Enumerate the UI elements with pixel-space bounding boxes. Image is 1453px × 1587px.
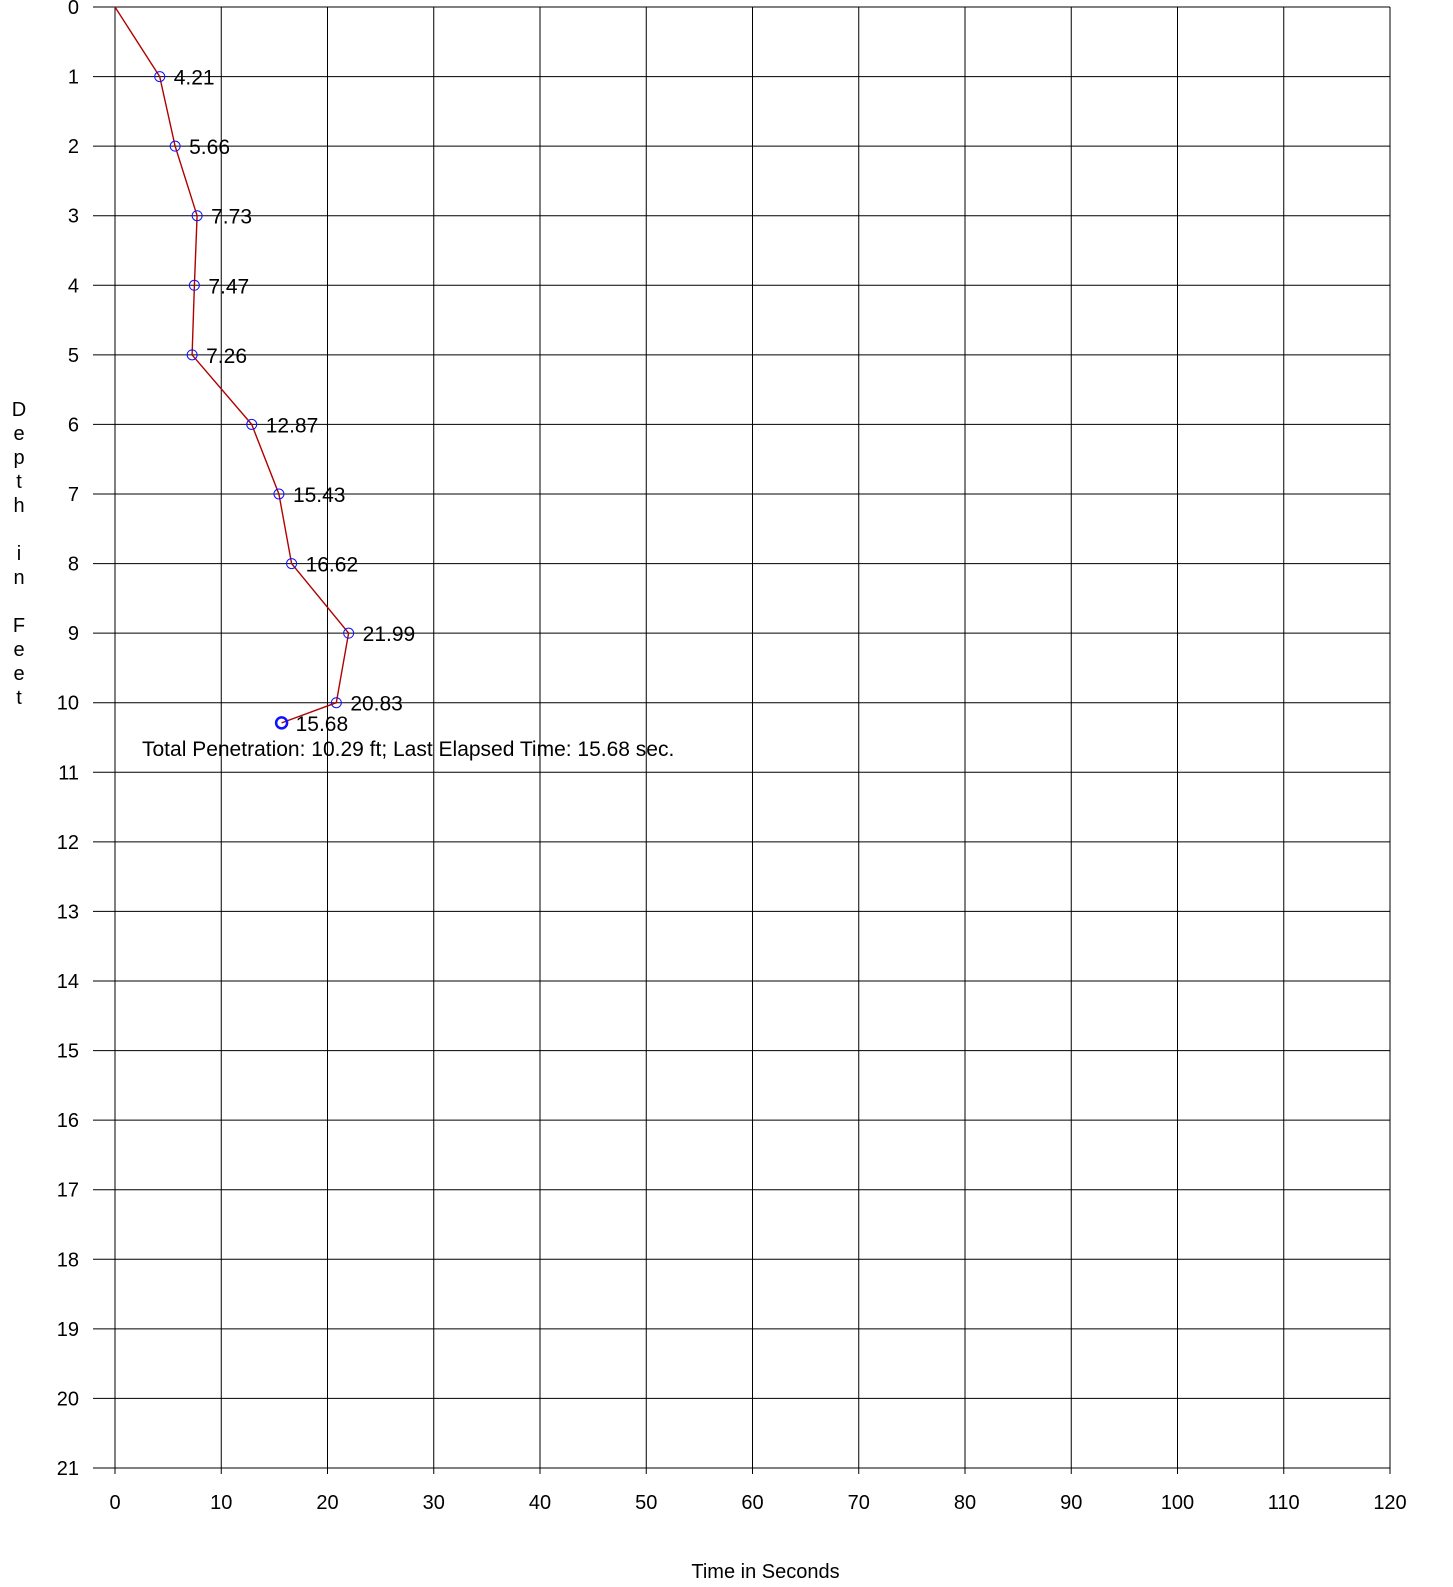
y-tick-label: 1 [68,67,79,89]
x-tick-label: 80 [954,1492,976,1514]
data-point-label: 21.99 [363,623,416,646]
data-point-marker [191,210,203,222]
data-point-marker [286,558,298,570]
summary-annotation: Total Penetration: 10.29 ft; Last Elapse… [142,738,674,761]
data-point-label: 16.62 [306,554,359,577]
y-axis-label-letter: i [17,543,21,565]
x-tick-label: 110 [1268,1492,1300,1514]
x-tick-label: 30 [423,1492,445,1514]
y-tick-label: 15 [57,1041,79,1063]
y-tick-label: 21 [57,1458,79,1480]
y-axis-label-letter: e [13,423,24,445]
data-point-marker [273,488,285,500]
y-tick-label: 10 [57,693,79,715]
x-tick-label: 70 [848,1492,870,1514]
data-point-marker [343,627,355,639]
data-point-label: 4.21 [174,67,215,90]
data-point-label: 15.68 [296,713,349,736]
data-point-marker [154,71,166,83]
grid-lines [93,6,1391,1474]
data-point-marker [169,140,181,152]
depth-series-line [114,6,350,724]
data-point-label: 15.43 [293,484,346,507]
data-point-marker [186,349,198,361]
y-tick-label: 4 [68,275,79,297]
y-axis-label-letter: e [13,663,24,685]
y-tick-label: 11 [58,762,79,784]
data-point-label: 5.66 [189,136,230,159]
y-axis-label-letter: t [16,687,22,709]
x-tick-label: 20 [316,1492,338,1514]
y-tick-label: 20 [57,1388,79,1410]
x-tick-label: 60 [741,1492,763,1514]
data-point-label: 7.73 [211,206,252,229]
data-point-marker [274,716,289,730]
data-point-marker [246,418,258,430]
y-tick-label: 18 [57,1249,79,1271]
y-tick-label: 0 [68,0,79,19]
x-tick-label: 50 [635,1492,657,1514]
y-tick-label: 13 [57,901,79,923]
y-tick-label: 8 [68,554,79,576]
y-tick-label: 9 [68,623,79,645]
data-point-label: 7.47 [208,275,249,298]
y-axis-label-letter: D [12,399,26,421]
y-tick-label: 16 [57,1110,79,1132]
y-tick-label: 2 [68,136,79,158]
y-axis-label-letter: t [16,471,22,493]
x-tick-label: 120 [1373,1492,1406,1514]
data-point-marker [330,697,342,709]
y-tick-label: 17 [57,1180,79,1202]
x-axis-tick-labels: 0 10 20 30 40 50 60 70 80 90 100 110 120 [109,1492,1406,1514]
y-axis-label-letter: F [13,615,25,637]
y-tick-label: 3 [68,206,79,228]
data-point-labels: 4.21 5.66 7.73 7.47 7.26 12.87 15.43 16.62 21.99… [174,67,415,736]
y-axis-label-letter: h [13,495,24,517]
y-tick-label: 5 [68,345,79,367]
y-tick-label: 19 [57,1319,79,1341]
y-axis-label-letter: p [13,447,24,469]
data-point-markers [154,71,355,730]
y-tick-label: 7 [68,484,79,506]
x-tick-label: 40 [529,1492,551,1514]
x-axis-label: Time in Seconds [691,1561,839,1583]
y-axis-label-letter: n [13,567,24,589]
data-point-label: 20.83 [350,693,403,716]
y-axis-label-letter: e [13,639,24,661]
data-point-label: 7.26 [206,345,247,368]
x-tick-label: 100 [1161,1492,1194,1514]
x-tick-label: 0 [109,1492,120,1514]
data-point-marker [188,279,200,291]
y-tick-label: 6 [68,414,79,436]
x-tick-label: 90 [1060,1492,1082,1514]
y-tick-label: 12 [57,832,79,854]
data-point-label: 12.87 [266,414,319,437]
x-tick-label: 10 [210,1492,232,1514]
y-tick-label: 14 [57,971,79,993]
